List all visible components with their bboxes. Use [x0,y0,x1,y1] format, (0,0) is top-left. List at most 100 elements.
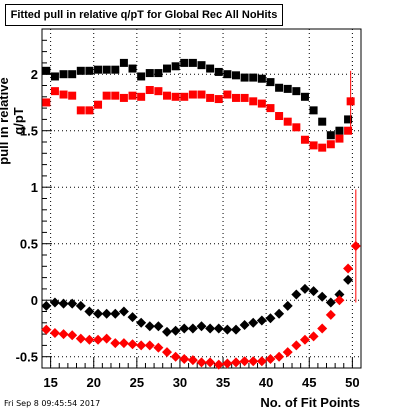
data-point [265,313,276,324]
data-marks [41,58,361,370]
data-point [257,99,266,108]
data-point [153,321,164,332]
data-point [76,66,85,75]
data-point [299,283,310,294]
data-point [170,351,181,362]
data-point [118,306,129,317]
data-point [256,315,267,326]
data-point [153,342,164,353]
data-point [85,66,94,75]
data-point [42,66,51,75]
data-point [231,71,240,80]
data-point [248,317,259,328]
data-point [283,117,292,126]
y-tick-label: 1 [31,180,38,195]
data-point [128,91,137,100]
data-point [180,58,189,67]
data-point [231,93,240,102]
data-point [334,295,345,306]
x-tick-label: 40 [259,375,273,390]
data-point [111,65,120,74]
data-point [300,135,309,144]
y-tick-label: 1.5 [20,124,38,139]
plot-frame [41,28,362,369]
data-point [118,338,129,349]
data-point [300,92,309,101]
data-point [214,67,223,76]
x-tick-label: 15 [43,375,57,390]
data-point [110,308,121,319]
data-point [50,87,59,96]
data-point [49,297,60,308]
data-point [58,329,69,340]
data-point [187,323,198,334]
data-point [343,274,354,285]
data-point [145,86,154,95]
data-point [187,355,198,366]
data-point [256,356,267,367]
data-point [196,357,207,368]
data-point [291,289,302,300]
data-point [240,73,249,82]
data-point [111,91,120,100]
x-tick-label: 25 [130,375,144,390]
data-point [335,134,344,143]
y-tick-label: 0.5 [20,237,38,252]
data-point [171,92,180,101]
data-point [67,330,78,341]
data-point [344,115,353,124]
data-point [50,72,59,81]
data-point [292,87,301,96]
data-point [274,308,285,319]
data-point [102,91,111,100]
data-point [326,131,335,140]
data-point [309,106,318,115]
y-tick-label: 0 [31,293,38,308]
data-point [214,95,223,104]
data-point [102,65,111,74]
x-tick-label: 30 [173,375,187,390]
data-point [265,353,276,364]
data-point [206,93,215,102]
data-point [248,356,259,367]
data-point [179,353,190,364]
data-point [344,126,353,135]
data-point [317,323,328,334]
data-point [170,325,181,336]
data-point [128,64,137,73]
data-point [144,321,155,332]
data-point [282,300,293,311]
data-point [84,334,95,345]
data-point [213,359,224,370]
data-point [308,331,319,342]
data-point [205,357,216,368]
data-point [154,69,163,78]
data-point [75,300,86,311]
data-point [334,289,345,300]
data-point [171,62,180,71]
x-tick-label: 35 [216,375,230,390]
data-point [291,340,302,351]
data-point [101,333,112,344]
data-point [222,358,233,369]
data-point [249,97,258,106]
data-point [275,112,284,121]
data-point [179,323,190,334]
data-point [75,333,86,344]
data-point [67,298,78,309]
data-point [68,91,77,100]
x-tick-label: 50 [345,375,359,390]
data-point [85,106,94,115]
data-point [197,90,206,99]
data-point [145,69,154,78]
data-point [137,72,146,81]
chart-title: Fitted pull in relative q/pT for Global … [5,4,283,26]
data-point [127,339,138,350]
data-point [197,61,206,70]
data-point [350,240,361,251]
data-point [206,64,215,73]
data-point [196,321,207,332]
data-point [59,70,68,79]
data-point [41,324,52,335]
data-point [318,143,327,152]
